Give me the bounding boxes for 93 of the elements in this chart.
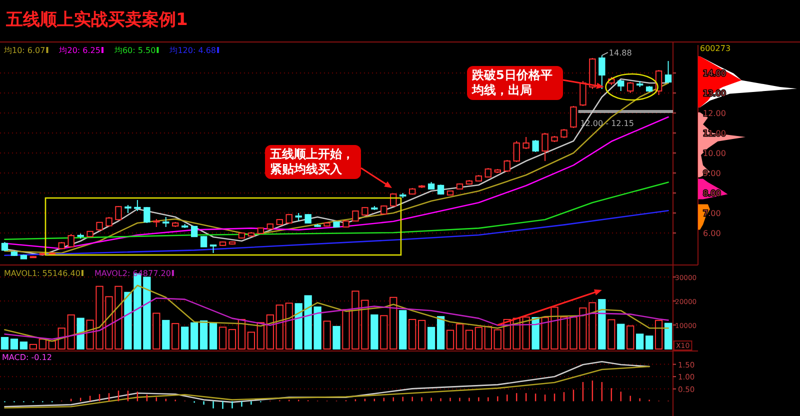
bar (162, 320, 170, 350)
bar (38, 338, 46, 350)
bar (484, 326, 492, 350)
bar (172, 323, 180, 350)
bar (636, 334, 644, 350)
bar (370, 314, 378, 350)
legend-label: 均60: 5.50 (113, 46, 156, 55)
legend-label: 均20: 6.25 (58, 46, 100, 55)
candlestick (286, 214, 292, 224)
bar (418, 320, 426, 350)
bar (209, 322, 218, 350)
y-tick-label: 12.00 (703, 109, 726, 118)
bar (408, 318, 416, 350)
bar (427, 326, 436, 350)
candlestick (513, 140, 520, 162)
chart-title: MACD: -0.12 (2, 353, 52, 362)
candlestick (200, 236, 208, 248)
bar (626, 325, 634, 350)
bar (152, 312, 160, 350)
bar (76, 318, 84, 350)
candlestick (532, 140, 539, 152)
candlestick (627, 82, 634, 94)
bar (48, 340, 56, 350)
candlestick (598, 54, 606, 90)
y-tick-label: 14.00 (703, 69, 726, 78)
bar (390, 296, 398, 350)
bar (20, 342, 28, 350)
bar (617, 324, 625, 350)
bar (67, 314, 75, 350)
bar (532, 317, 540, 350)
bar (436, 316, 445, 350)
candlestick (522, 136, 530, 150)
line-series (4, 297, 669, 340)
legend-label: 均120: 4.68 (168, 46, 216, 55)
legend-label: 均10: 6.07 (3, 46, 46, 55)
bar (285, 302, 293, 350)
candlestick (68, 234, 74, 248)
chart-title: 600273 (700, 44, 731, 53)
bar (200, 320, 208, 350)
bar (399, 310, 407, 350)
candlestick (664, 60, 672, 84)
annotation: 14.88 (608, 48, 632, 58)
candlestick (304, 214, 312, 224)
candlestick (618, 80, 624, 92)
candlestick (106, 216, 112, 227)
candlestick (134, 200, 141, 212)
bar (380, 315, 388, 350)
candlestick (570, 106, 577, 128)
bar (218, 326, 227, 350)
y-tick-label: 9.00 (703, 169, 721, 178)
bar (247, 332, 256, 350)
bar (664, 322, 672, 350)
legend-label: MAVOL2: 64877.20 (94, 269, 171, 278)
bar (323, 320, 331, 350)
candlestick (580, 80, 586, 106)
line-series (4, 210, 669, 256)
candlestick (144, 206, 150, 224)
bar (10, 338, 18, 350)
bar (456, 324, 464, 350)
bar (654, 320, 663, 350)
bar (181, 326, 189, 350)
y-tick-label: 8.00 (703, 189, 721, 198)
chart-title: 五线顺上实战买卖案例1 (5, 9, 188, 30)
bar (29, 344, 37, 350)
line-series (4, 182, 669, 240)
bar (256, 322, 264, 350)
bar (522, 316, 530, 350)
bar (0, 336, 9, 350)
bar (645, 336, 654, 350)
line-series (4, 284, 669, 342)
legend-label: MAVOL1: 55146.40 (4, 269, 80, 278)
bar (332, 326, 340, 350)
bar (190, 322, 198, 350)
annotation: 五线顺上开始，紧贴均线买入 (265, 145, 361, 179)
bar (276, 304, 284, 350)
bar (608, 319, 616, 350)
bar (446, 330, 454, 350)
bar (266, 314, 274, 350)
candlestick (352, 210, 359, 222)
bar (465, 330, 474, 350)
bar (238, 318, 246, 350)
y-tick-label: 10.00 (703, 149, 726, 158)
candlestick (542, 132, 548, 162)
bar (494, 329, 502, 350)
candlestick (115, 206, 122, 220)
candlestick (162, 216, 170, 228)
bar (228, 329, 236, 350)
candlestick (484, 168, 492, 178)
bar (598, 299, 606, 350)
y-tick-label: 6.00 (703, 229, 721, 238)
annotation: 跌破5日价格平均线，出局 (467, 66, 563, 100)
bar (474, 326, 482, 350)
candlestick (504, 160, 510, 172)
